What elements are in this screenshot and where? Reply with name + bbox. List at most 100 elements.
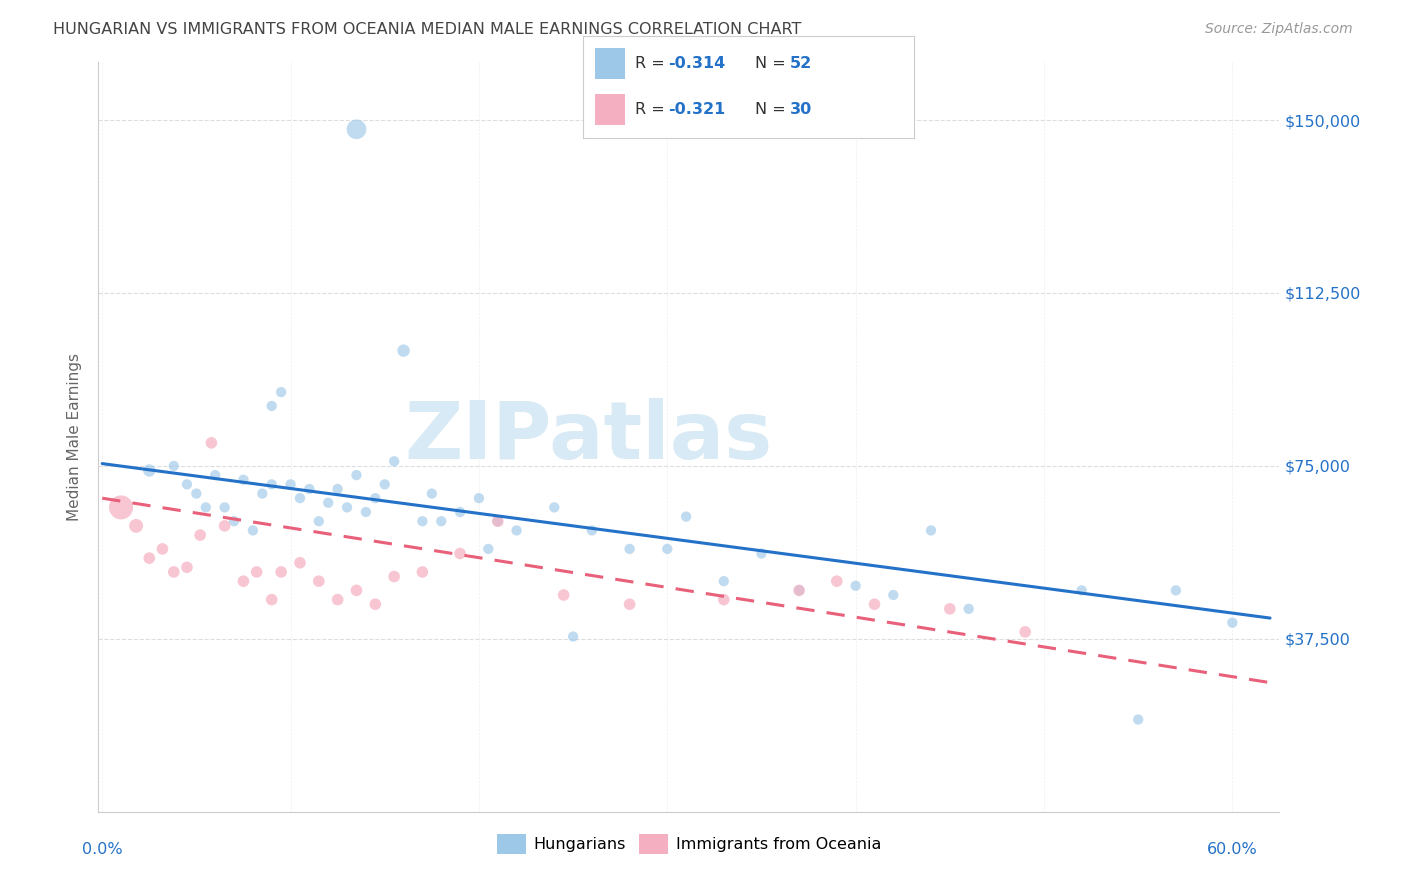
Point [270,385,292,400]
Point [374,477,396,491]
Point [1128,713,1150,727]
Point [326,592,349,607]
Bar [595,48,624,78]
Point [543,500,565,515]
Point [260,477,283,491]
Point [252,486,274,500]
Point [486,514,509,528]
Point [316,496,339,510]
Bar [595,95,624,125]
Point [110,500,132,515]
Text: -0.314: -0.314 [668,56,725,71]
Point [298,482,321,496]
Text: -0.321: -0.321 [668,102,725,117]
Point [505,524,527,538]
Point [1070,583,1092,598]
Point [152,541,174,556]
Point [260,399,283,413]
Point [787,583,810,598]
Point [751,547,773,561]
Point [163,458,186,473]
Point [486,514,509,528]
Point [288,491,311,505]
Point [176,477,198,491]
Legend: Hungarians, Immigrants from Oceania: Hungarians, Immigrants from Oceania [491,828,887,860]
Point [214,519,236,533]
Text: R =: R = [634,102,669,117]
Point [214,500,236,515]
Text: HUNGARIAN VS IMMIGRANTS FROM OCEANIA MEDIAN MALE EARNINGS CORRELATION CHART: HUNGARIAN VS IMMIGRANTS FROM OCEANIA MED… [53,22,801,37]
Point [619,541,641,556]
Point [430,514,453,528]
Point [581,524,603,538]
Point [382,569,405,583]
Point [308,514,330,528]
Point [346,122,368,136]
Text: ZIPatlas: ZIPatlas [405,398,773,476]
Point [270,565,292,579]
Point [449,505,471,519]
Point [1222,615,1244,630]
Point [364,597,387,611]
Point [346,583,368,598]
Point [392,343,415,358]
Point [242,524,264,538]
Point [713,574,735,589]
Point [188,528,211,542]
Point [939,602,962,616]
Text: Source: ZipAtlas.com: Source: ZipAtlas.com [1205,22,1353,37]
Point [260,592,283,607]
Text: 60.0%: 60.0% [1206,842,1258,857]
Text: 30: 30 [790,102,813,117]
Point [920,524,942,538]
Point [125,519,148,533]
Point [194,500,217,515]
Text: N =: N = [755,102,792,117]
Point [411,565,433,579]
Text: N =: N = [755,56,792,71]
Text: R =: R = [634,56,669,71]
Point [553,588,575,602]
Point [232,574,254,589]
Text: 52: 52 [790,56,813,71]
Point [863,597,886,611]
Point [957,602,980,616]
Point [477,541,499,556]
Point [411,514,433,528]
Point [449,547,471,561]
Point [845,579,868,593]
Point [222,514,245,528]
Text: 0.0%: 0.0% [82,842,122,857]
Point [787,583,810,598]
Point [246,565,269,579]
Point [420,486,443,500]
Point [186,486,208,500]
Point [1014,624,1036,639]
Point [336,500,359,515]
Point [354,505,377,519]
Point [364,491,387,505]
Point [382,454,405,468]
Point [713,592,735,607]
Point [468,491,491,505]
Point [176,560,198,574]
Point [326,482,349,496]
Point [200,435,222,450]
Point [232,473,254,487]
Point [619,597,641,611]
Point [204,468,226,483]
Point [163,565,186,579]
Point [138,463,160,477]
Point [280,477,302,491]
Point [675,509,697,524]
Point [882,588,904,602]
Point [346,468,368,483]
Point [562,630,585,644]
Point [308,574,330,589]
Point [288,556,311,570]
Y-axis label: Median Male Earnings: Median Male Earnings [67,353,83,521]
Point [138,551,160,566]
Point [657,541,679,556]
Point [1164,583,1187,598]
Point [825,574,848,589]
